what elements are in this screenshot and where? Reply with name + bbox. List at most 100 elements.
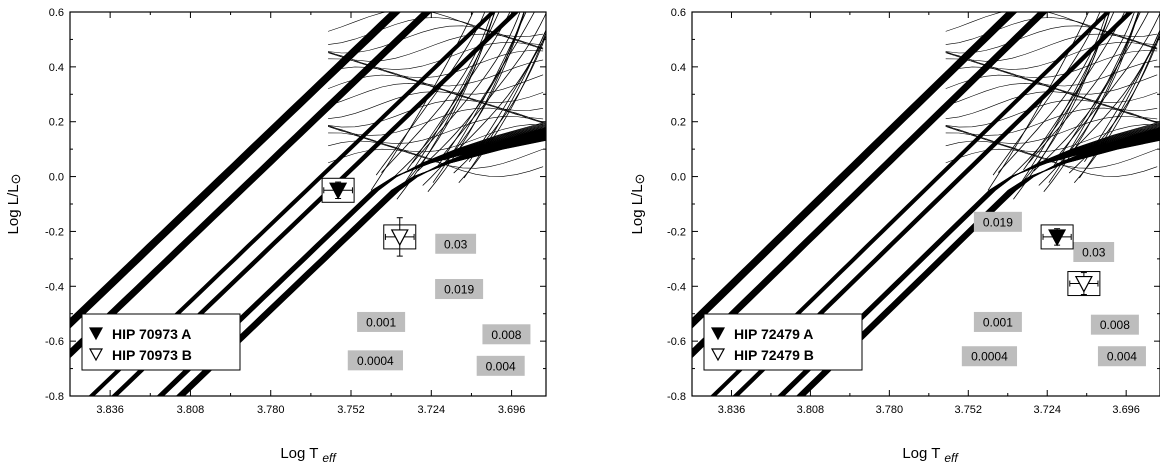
isochrone-line (328, 17, 544, 46)
isochrone-line (945, 17, 1158, 46)
x-axis: 3.836 3.808 3.780 3.752 3.724 3.696 (96, 12, 525, 416)
metallicity-label-text: 0.008 (1100, 318, 1130, 332)
isochrone-line (432, 12, 527, 183)
legend-box (81, 313, 241, 371)
isochrone-line (1048, 12, 1141, 183)
metallicity-label: 0.0004 (347, 350, 403, 371)
metallicity-label-text: 0.0004 (971, 350, 1008, 364)
metallicity-label: 0.004 (476, 355, 525, 376)
x-tick-label: 3.696 (1112, 404, 1140, 416)
isochrone-line (945, 107, 1158, 136)
metallicity-label: 0.008 (1090, 314, 1139, 335)
metallicity-label-box (1073, 242, 1115, 262)
y-tick-label: 0.4 (671, 62, 686, 74)
x-tick-label: 3.808 (177, 404, 205, 416)
isochrone-line (422, 12, 525, 186)
isochrone-line (945, 58, 1158, 87)
isochrone-line (327, 148, 544, 177)
y-tick-label: 0.6 (671, 7, 686, 19)
x-tick-label: 3.696 (498, 404, 526, 416)
isochrone-line (70, 12, 391, 320)
y-tick-label: -0.6 (667, 336, 686, 348)
open-triangle-icon (88, 348, 104, 362)
x-tick-label: 3.808 (797, 404, 825, 416)
legend-label: HIP 72479 B (734, 347, 814, 363)
filled-triangle-icon (329, 182, 348, 200)
metallicity-label-box (961, 346, 1018, 367)
x-axis: 3.836 3.808 3.780 3.752 3.724 3.696 (718, 12, 1140, 416)
isochrone-line (448, 29, 546, 160)
y-tick-label: -0.2 (45, 226, 64, 238)
isochrone-line (328, 25, 544, 54)
isochrone-line (997, 12, 1108, 173)
isochrone-line (328, 124, 544, 153)
x-tick-label: 3.780 (257, 404, 285, 416)
y-tick-label: -0.8 (667, 391, 686, 403)
y-axis: -0.8 -0.6 -0.4 -0.2 0.0 0.2 0.4 0.6 (45, 7, 546, 403)
metallicity-label: 0.001 (357, 311, 406, 332)
metallicity-label: 0.03 (435, 233, 477, 254)
isochrone-line (375, 12, 486, 176)
open-triangle-icon (710, 348, 726, 362)
metallicity-label: 0.0004 (961, 346, 1018, 367)
metallicity-label: 0.03 (1073, 242, 1115, 262)
isochrone-line (458, 31, 546, 184)
isochrone-line (692, 12, 1008, 320)
open-triangle-icon (1074, 275, 1093, 293)
metallicity-label-text: 0.019 (983, 215, 1013, 229)
isochrone-line (328, 50, 544, 79)
x-axis-label: Log T eff (280, 445, 337, 465)
isochrone-line (396, 12, 496, 200)
isochrone-line (391, 12, 496, 198)
isochrone-line (945, 66, 1158, 95)
legend-label: HIP 72479 A (734, 326, 813, 342)
star-b-marker (383, 217, 417, 257)
isochrone-line (945, 148, 1158, 177)
y-tick-label: -0.8 (45, 391, 64, 403)
isochrone-line (70, 12, 424, 351)
filled-triangle-icon (710, 327, 726, 341)
metallicity-label-box (476, 355, 525, 376)
star-b-marker (1067, 271, 1101, 297)
y-tick-label: 0.4 (49, 62, 64, 74)
y-tick-label: -0.6 (45, 336, 64, 348)
isochrone-line (992, 12, 1101, 176)
isochrone-line (412, 12, 521, 164)
isochrone-line (1053, 12, 1149, 166)
isochrone-line (328, 33, 544, 62)
isochrone-line (945, 12, 1158, 37)
isochrone-line (328, 140, 544, 169)
metallicity-label-text: 0.004 (1107, 350, 1137, 364)
y-axis: -0.8 -0.6 -0.4 -0.2 0.0 0.2 0.4 0.6 (667, 7, 1160, 403)
star-a-marker (1040, 224, 1074, 250)
x-tick-label: 3.724 (418, 404, 446, 416)
metallicity-label-box (973, 311, 1022, 332)
y-tick-label: -0.4 (667, 281, 686, 293)
x-tick-label: 3.752 (955, 404, 983, 416)
isochrone-line (406, 12, 511, 171)
x-tick-label: 3.836 (718, 404, 746, 416)
isochrone-line (945, 140, 1158, 169)
isochrone-line (327, 116, 544, 144)
isochrone-line (328, 58, 544, 87)
legend-label: HIP 70973 A (112, 326, 191, 342)
metallicity-label-box (1090, 314, 1139, 335)
legend-label: HIP 70973 B (112, 347, 192, 363)
metallicity-label-box (1097, 346, 1146, 367)
metallicity-label-text: 0.019 (444, 283, 474, 297)
isochrone-line (1008, 12, 1110, 198)
y-tick-label: -0.4 (45, 281, 64, 293)
x-tick-label: 3.752 (337, 404, 365, 416)
metallicity-label-box (435, 279, 484, 300)
isochrone-line (381, 12, 493, 173)
y-tick-label: 0.0 (671, 172, 686, 184)
y-tick-label: 0.0 (49, 172, 64, 184)
isochrone-line (328, 12, 544, 37)
metallicity-label-text: 0.001 (366, 315, 396, 329)
isochrone-line (692, 12, 1040, 351)
metallicity-label-box (435, 233, 477, 254)
isochrone-line (945, 25, 1158, 54)
metallicity-label-box (973, 211, 1022, 232)
legend-box (703, 313, 863, 371)
